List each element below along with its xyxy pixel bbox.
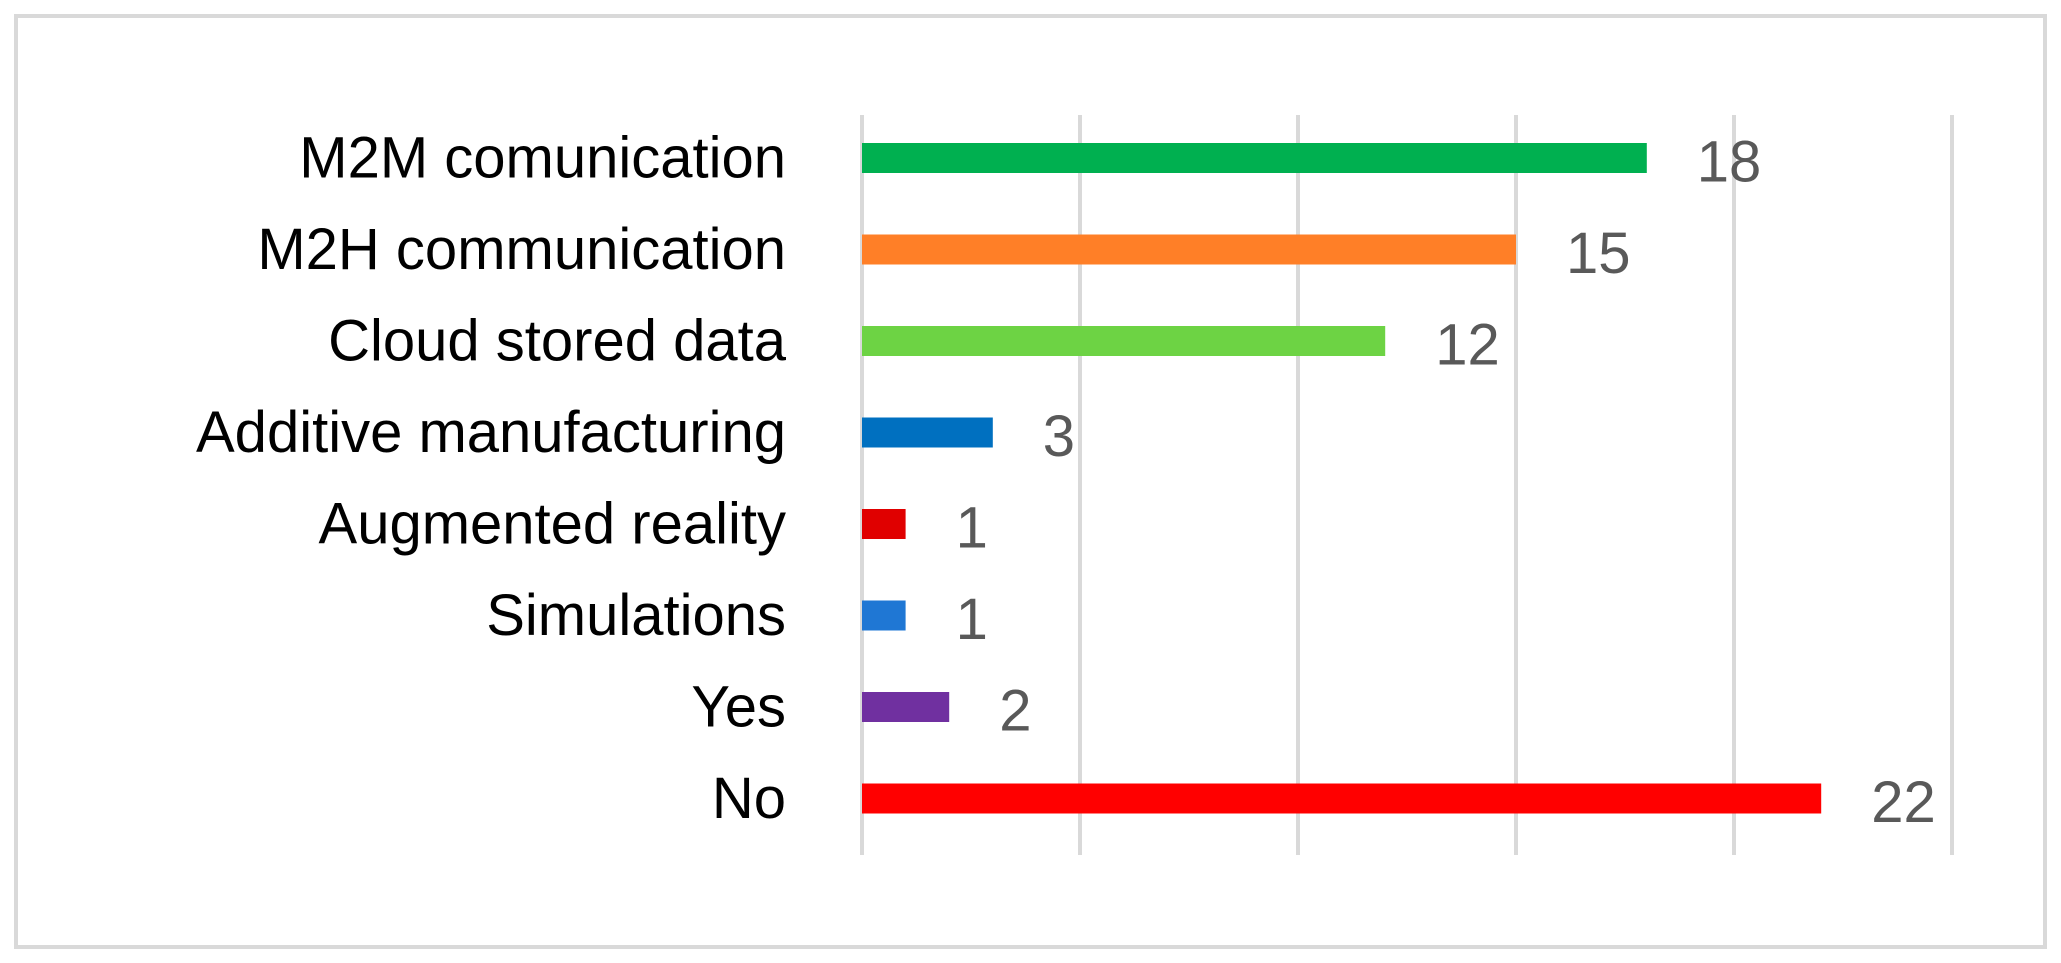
bar (862, 143, 1647, 173)
data-label: 3 (1043, 404, 1075, 469)
bar (862, 234, 1516, 265)
bar (862, 600, 906, 631)
bar (862, 417, 993, 448)
category-label: Cloud stored data (328, 309, 787, 374)
category-label: Yes (691, 675, 786, 740)
category-label: Simulations (486, 583, 786, 648)
category-label: Additive manufacturing (196, 400, 786, 465)
data-label: 18 (1697, 130, 1762, 195)
bar (862, 509, 906, 539)
data-label: 15 (1566, 221, 1631, 286)
data-label: 22 (1871, 770, 1936, 835)
bar-layer (862, 143, 1822, 814)
category-label: Augmented reality (319, 492, 786, 557)
bar (862, 326, 1386, 356)
data-label: 1 (956, 587, 988, 652)
category-label: M2H communication (257, 217, 786, 282)
label-layer: M2M comunication 18 M2H communication 15 Clo… (196, 126, 1936, 836)
data-label: 1 (956, 496, 988, 561)
bar (862, 783, 1822, 814)
category-label: No (712, 766, 786, 831)
grid-layer (860, 115, 1954, 855)
data-label: 2 (999, 679, 1031, 744)
category-label: M2M comunication (299, 126, 786, 191)
bar (862, 692, 950, 722)
data-label: 12 (1435, 313, 1500, 378)
